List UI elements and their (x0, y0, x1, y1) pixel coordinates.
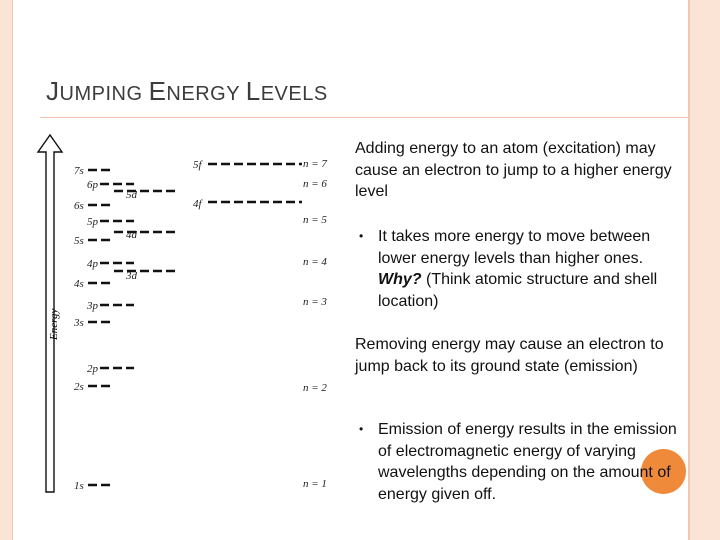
orange-circle-decoration (641, 449, 686, 494)
shell-n5: n = 5 (303, 214, 327, 226)
label-4f: 4f (193, 198, 204, 210)
label-3p: 3p (86, 300, 99, 312)
shell-n3: n = 3 (303, 296, 327, 308)
label-1s: 1s (74, 480, 84, 492)
shell-n6: n = 6 (303, 178, 327, 190)
paragraph-excitation: Adding energy to an atom (excitation) ma… (355, 140, 672, 200)
right-border-line (688, 0, 690, 540)
bullet-text: Emission of energy results in the emissi… (378, 421, 677, 503)
label-3s: 3s (73, 317, 84, 329)
left-border (0, 0, 12, 540)
energy-arrow (36, 133, 64, 493)
energy-level-diagram: Energy 7s 6p 6s 5p 5s 4p 4s 3p 3s 2p 2s … (36, 133, 327, 493)
label-4p: 4p (87, 258, 99, 270)
slide-title: JUMPING ENERGY LEVELS (46, 76, 328, 106)
label-5p: 5p (87, 216, 99, 228)
label-5s: 5s (74, 235, 84, 247)
label-3d: 3d (125, 270, 138, 282)
label-2p: 2p (87, 363, 99, 375)
label-6s: 6s (74, 200, 84, 212)
label-2s: 2s (74, 381, 84, 393)
right-border (690, 0, 720, 540)
label-5f: 5f (193, 159, 204, 171)
left-border-line (12, 0, 13, 540)
label-4d: 4d (126, 229, 138, 241)
shell-n1: n = 1 (303, 478, 327, 490)
bullet-dot: • (359, 422, 364, 436)
label-6p: 6p (87, 179, 99, 191)
bullet-dot: • (359, 229, 364, 243)
shell-n7: n = 7 (303, 158, 327, 170)
bullet-text: It takes more energy to move between low… (378, 228, 658, 310)
label-7s: 7s (74, 165, 84, 177)
energy-axis-label: Energy (48, 309, 60, 341)
title-rule (40, 117, 688, 118)
paragraph-emission: Removing energy may cause an electron to… (355, 336, 664, 375)
shell-n4: n = 4 (303, 256, 327, 268)
label-4s: 4s (74, 278, 84, 290)
label-5d: 5d (126, 189, 138, 201)
shell-n2: n = 2 (303, 382, 327, 394)
